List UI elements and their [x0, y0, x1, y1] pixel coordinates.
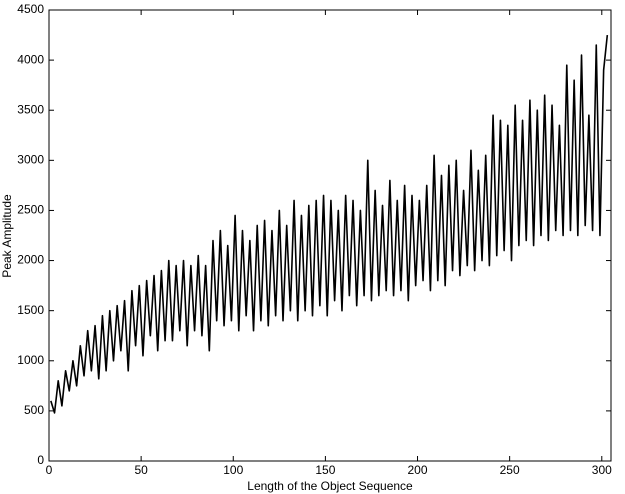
data-line	[50, 34, 609, 414]
y-tick-label: 4500	[17, 2, 44, 16]
x-tick-label: 100	[223, 463, 243, 477]
y-tick-label: 4000	[17, 52, 44, 66]
y-tick-label: 1000	[17, 353, 44, 367]
y-tick-label: 2000	[17, 253, 44, 267]
x-tick-label: 250	[500, 463, 520, 477]
y-tick-label: 0	[37, 453, 44, 467]
y-tick-label: 2500	[17, 203, 44, 217]
x-tick-label: 150	[315, 463, 335, 477]
x-tick-label: 200	[408, 463, 428, 477]
x-tick-label: 0	[46, 463, 53, 477]
y-axis-label: Peak Amplitude	[0, 194, 14, 278]
y-tick-label: 3000	[17, 153, 44, 167]
y-tick-label: 500	[24, 403, 44, 417]
plot-frame	[48, 9, 612, 462]
x-axis-label: Length of the Object Sequence	[247, 479, 413, 493]
y-tick-label: 1500	[17, 303, 44, 317]
x-tick-label: 50	[134, 463, 148, 477]
x-tick-label: 300	[592, 463, 612, 477]
y-tick-label: 3500	[17, 102, 44, 116]
